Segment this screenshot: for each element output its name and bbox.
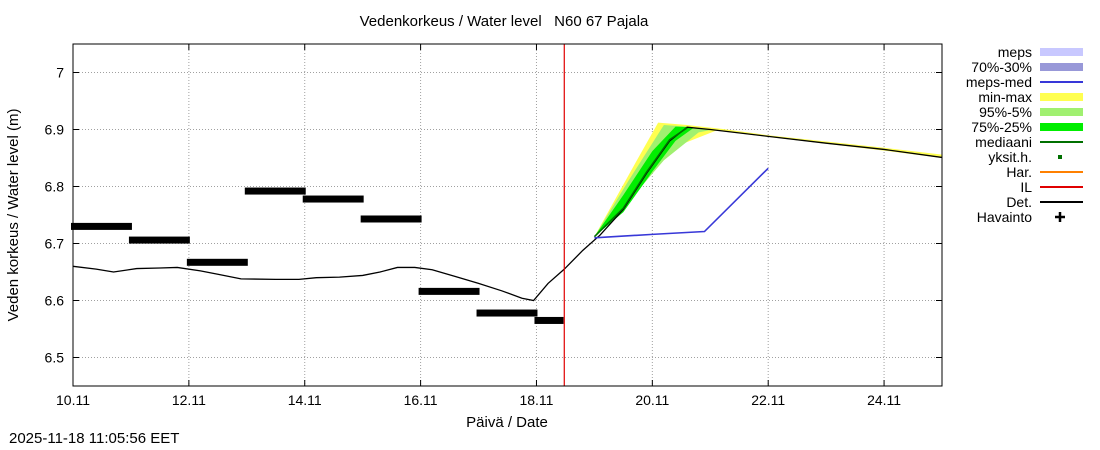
observation-bar <box>71 222 132 230</box>
observations <box>71 187 564 324</box>
y-tick-label: 7 <box>56 65 64 81</box>
observation-bar <box>244 187 306 195</box>
series-line-mediaani <box>593 127 688 238</box>
y-tick-label: 6.6 <box>45 293 65 309</box>
observation-bar <box>128 236 190 244</box>
legend-label-minmax: min-max <box>978 89 1032 105</box>
legend-swatch-minmax <box>1040 93 1083 101</box>
x-tick-label: 10.11 <box>56 392 90 408</box>
x-tick-label: 18.11 <box>519 392 553 408</box>
forecast-bands <box>594 122 942 237</box>
legend-label-det: Det. <box>1006 194 1032 210</box>
observation-bar <box>186 258 248 266</box>
series-line-meps-med <box>594 167 769 239</box>
legend-swatch-p75_25 <box>1040 123 1083 131</box>
x-axis-label: Päivä / Date <box>466 414 548 431</box>
timestamp: 2025-11-18 11:05:56 EET <box>9 430 180 447</box>
x-tick-label: 14.11 <box>288 392 322 408</box>
legend-label-har: Har. <box>1006 164 1032 180</box>
legend-label-havainto: Havainto <box>977 209 1032 225</box>
y-tick-label: 6.7 <box>45 236 65 252</box>
x-tick-label: 22.11 <box>751 392 785 408</box>
legend-swatch-p95_5 <box>1040 108 1083 116</box>
series-lines <box>72 126 943 302</box>
x-tick-label: 24.11 <box>867 392 901 408</box>
legend-swatch-havainto <box>1055 212 1065 222</box>
observation-bar <box>360 215 422 223</box>
legend-label-yksit: yksit.h. <box>988 149 1032 165</box>
legend-swatch-yksit <box>1058 155 1062 159</box>
plot-frame <box>72 43 943 387</box>
band-75%-25% <box>594 126 693 237</box>
observation-bar <box>476 309 538 317</box>
legend-label-mediaani: mediaani <box>975 134 1032 150</box>
legend-label-p95_5: 95%-5% <box>979 104 1032 120</box>
y-tick-label: 6.5 <box>45 350 65 366</box>
y-tick-label: 6.9 <box>45 122 65 138</box>
observation-bar <box>418 287 480 295</box>
x-tick-label: 16.11 <box>404 392 438 408</box>
x-tick-label: 12.11 <box>172 392 206 408</box>
band-95%-5% <box>594 124 711 237</box>
legend-swatch-p70_30 <box>1040 63 1083 71</box>
y-axis-label: Veden korkeus / Water level (m) <box>5 109 22 322</box>
legend-label-meps: meps <box>998 44 1032 60</box>
legend-label-meps_med: meps-med <box>966 74 1032 90</box>
grid <box>73 44 942 386</box>
legend-swatch-meps <box>1040 48 1083 56</box>
chart-title: Vedenkorkeus / Water level N60 67 Pajala <box>360 13 649 30</box>
legend: meps70%-30%meps-medmin-max95%-5%75%-25%m… <box>966 44 1083 225</box>
observation-bar <box>534 316 564 324</box>
legend-label-p70_30: 70%-30% <box>971 59 1032 75</box>
legend-label-p75_25: 75%-25% <box>971 119 1032 135</box>
observation-bar <box>302 195 364 203</box>
axis-ticks: 10.11 12.11 14.11 16.11 18.11 20.11 22.11 24.11… <box>45 44 942 408</box>
y-tick-label: 6.8 <box>45 179 65 195</box>
x-tick-label: 20.11 <box>635 392 669 408</box>
legend-label-il: IL <box>1020 179 1032 195</box>
